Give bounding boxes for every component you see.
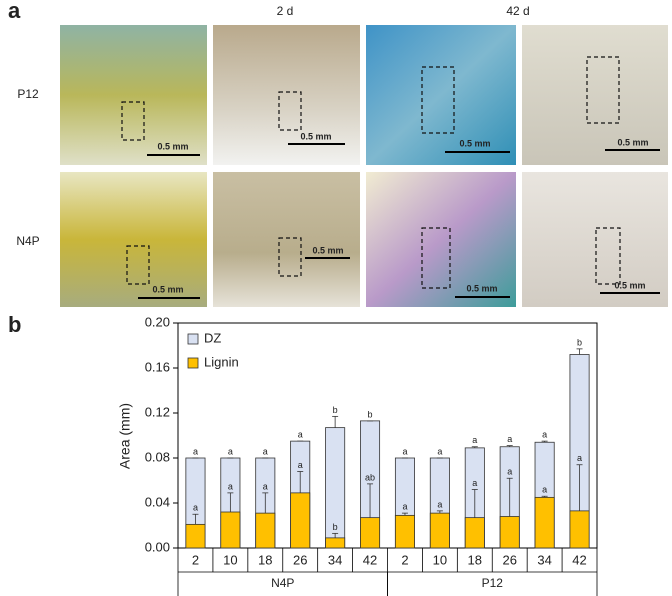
panel-label: b [8,312,21,337]
significance-letter: a [228,446,233,456]
row-label: P12 [17,87,39,101]
y-axis-label: Area (mm) [117,403,133,469]
significance-letter: a [507,434,512,444]
significance-letter: a [228,481,233,491]
significance-letter: b [368,409,373,419]
zoom-box [595,227,621,285]
significance-letter: a [437,446,442,456]
x-tick-label: 18 [258,552,272,567]
x-tick-label: 10 [433,552,447,567]
legend-label: Lignin [204,354,239,369]
bar [255,512,276,549]
significance-letter: b [333,522,338,532]
column-label: 42 d [506,4,529,18]
bar [360,517,381,549]
y-tick-label: 0.12 [145,404,170,419]
panel-label: a [8,0,21,23]
x-tick-label: 26 [502,552,516,567]
micrograph [366,25,516,165]
significance-letter: a [402,502,407,512]
bar [220,511,241,549]
y-tick-label: 0.20 [145,314,170,329]
column-label: 2 d [277,4,294,18]
x-tick-label: 42 [363,552,377,567]
zoom-box [421,66,455,134]
zoom-box [586,56,620,124]
scale-label: 0.5 mm [617,137,648,147]
x-tick-label: 34 [537,552,551,567]
significance-letter: a [298,460,303,470]
scale-label: 0.5 mm [300,131,331,141]
y-tick-label: 0.16 [145,359,170,374]
bar [325,537,346,549]
significance-letter: a [542,430,547,440]
x-tick-label: 18 [468,552,482,567]
bar [394,514,415,549]
x-tick-label: 34 [328,552,342,567]
scale-label: 0.5 mm [459,138,490,148]
row-label: N4P [16,234,39,248]
micrograph [213,172,360,307]
x-tick-label: 26 [293,552,307,567]
x-tick-label: 10 [223,552,237,567]
y-tick-label: 0.00 [145,539,170,554]
bar [429,512,450,549]
zoom-box [126,245,150,285]
zoom-box [421,227,451,289]
group-label: N4P [271,576,294,590]
legend-swatch [187,333,199,345]
x-tick-label: 2 [401,552,408,567]
micrograph [366,172,516,307]
significance-letter: a [263,446,268,456]
significance-letter: a [472,435,477,445]
micrographs: 0.5 mm 0.5 mm 0.5 mm 0.5 mm 0.5 mm 0.5 m… [60,25,668,307]
bar [185,523,206,549]
significance-letter: b [577,337,582,347]
significance-letter: b [333,405,338,415]
zoom-box [121,101,145,141]
zoom-box [278,91,302,131]
group-label: P12 [482,576,504,590]
x-tick-label: 2 [192,552,199,567]
significance-letter: a [193,503,198,513]
micrograph [522,25,668,165]
micrograph [522,172,668,307]
scale-label: 0.5 mm [312,245,343,255]
bar [290,492,311,549]
bar [569,510,590,549]
zoom-box [278,237,302,277]
significance-letter: ab [365,472,375,482]
bar [534,496,555,549]
x-tick-label: 42 [572,552,586,567]
legend-label: DZ [204,330,221,345]
y-tick-label: 0.04 [145,494,170,509]
significance-letter: a [507,467,512,477]
plot-frame [177,322,598,549]
significance-letter: a [472,478,477,488]
micrograph [60,25,207,165]
significance-letter: a [298,430,303,440]
significance-letter: a [263,481,268,491]
micrograph [213,25,360,165]
legend-swatch [187,357,199,369]
scale-label: 0.5 mm [614,280,645,290]
significance-letter: a [437,499,442,509]
significance-letter: a [577,453,582,463]
scale-label: 0.5 mm [152,284,183,294]
scale-label: 0.5 mm [466,283,497,293]
y-tick-label: 0.08 [145,449,170,464]
significance-letter: a [542,485,547,495]
bar [464,517,485,549]
significance-letter: a [193,446,198,456]
scale-label: 0.5 mm [157,141,188,151]
micrograph [60,172,207,307]
significance-letter: a [402,446,407,456]
bar [499,516,520,549]
